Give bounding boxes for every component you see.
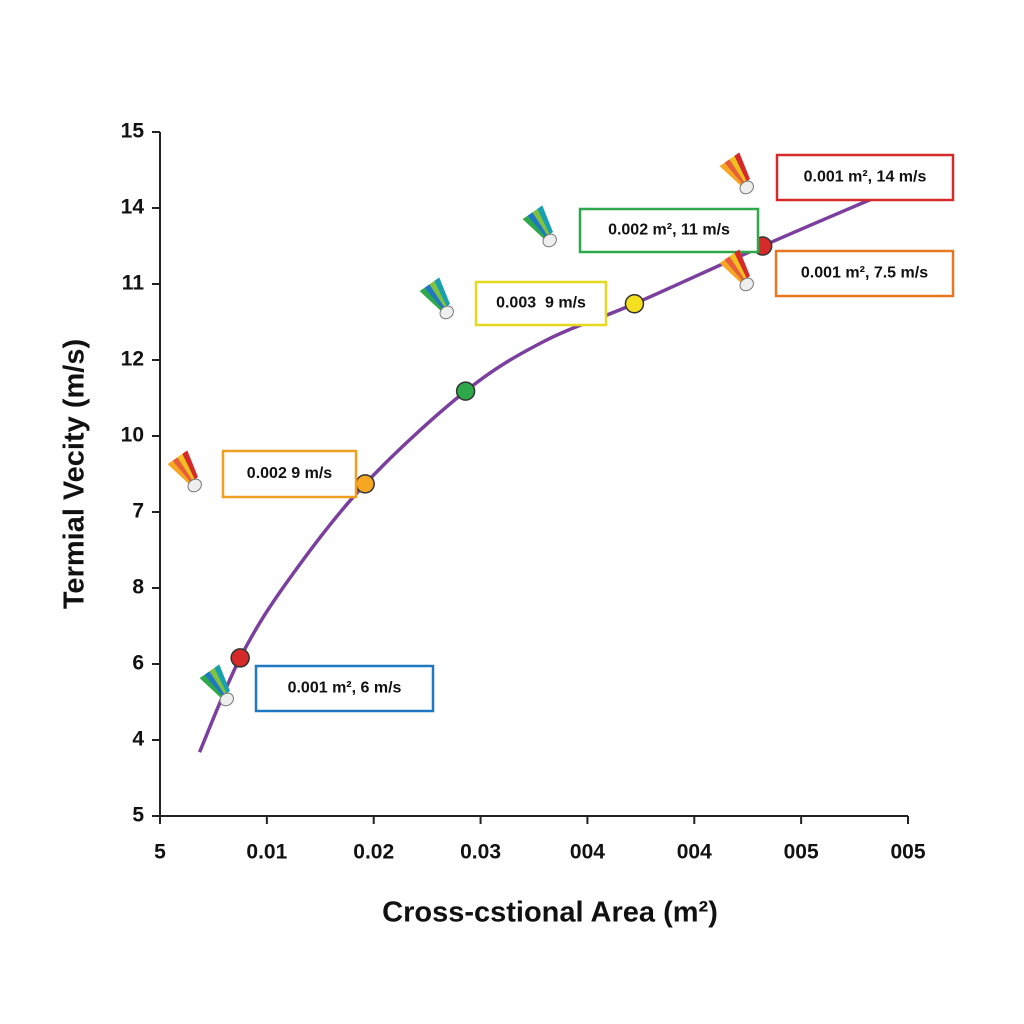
cork — [219, 692, 234, 707]
annotation-box — [578, 207, 760, 254]
shuttlecock-icon — [719, 249, 754, 292]
shuttlecock-icon — [199, 664, 234, 707]
feather — [724, 159, 746, 185]
feather — [719, 259, 744, 283]
annotation-box — [254, 664, 435, 713]
annotation-box — [474, 280, 608, 327]
annotation-text: 0.001 m², 6 m/s — [288, 680, 402, 697]
data-point — [355, 474, 375, 494]
cork — [739, 180, 754, 195]
feather — [522, 215, 547, 239]
feather — [424, 284, 446, 310]
annotation-box — [775, 153, 955, 202]
data-point — [230, 648, 250, 668]
feather — [419, 287, 444, 311]
shuttlecock-icon — [419, 277, 454, 320]
annotation-text: 0.001 m², 14 m/s — [804, 169, 927, 186]
x-tick-label: 005 — [784, 841, 819, 864]
feather — [182, 450, 198, 480]
y-tick-label: 15 — [121, 120, 145, 143]
feather — [734, 249, 750, 279]
feather — [527, 212, 549, 238]
y-tick-label: 7 — [132, 500, 144, 523]
x-tick-label: 0.01 — [246, 841, 287, 864]
cork — [187, 478, 202, 493]
feather — [434, 277, 450, 307]
y-tick-label: 6 — [132, 652, 144, 675]
feather — [204, 671, 226, 697]
shuttlecock-icon — [719, 152, 754, 195]
feather — [172, 457, 194, 483]
y-tick-label: 14 — [121, 196, 145, 219]
y-tick-label: 12 — [121, 348, 144, 371]
y-tick-label: 5 — [132, 804, 144, 827]
annotation-box — [221, 449, 358, 499]
feather — [537, 205, 553, 235]
feather — [734, 152, 750, 182]
x-tick-label: 004 — [677, 841, 712, 864]
feather — [214, 664, 230, 694]
annotation-text: 0.003 9 m/s — [496, 295, 586, 312]
feather — [719, 162, 744, 186]
annotation-box — [774, 249, 955, 298]
feather — [209, 667, 228, 695]
y-tick-label: 10 — [121, 424, 144, 447]
annotation-text: 0.002 9 m/s — [247, 465, 333, 482]
x-tick-label: 5 — [154, 841, 166, 864]
x-tick-label: 005 — [890, 841, 925, 864]
feather — [199, 674, 224, 698]
feather — [177, 453, 196, 481]
x-tick-label: 0.03 — [460, 841, 501, 864]
y-tick-label: 4 — [132, 728, 144, 751]
cork — [739, 277, 754, 292]
shuttlecock-icon — [167, 450, 202, 493]
x-axis-title: Cross-cstional Area (m²) — [382, 897, 718, 929]
feather — [429, 280, 448, 308]
y-axis-title: Termial Vecity (m/s) — [59, 339, 91, 609]
feather — [729, 252, 748, 280]
feather — [532, 208, 551, 236]
y-tick-label: 11 — [122, 272, 145, 295]
annotation-text: 0.002 m², 11 m/s — [608, 222, 730, 239]
feather — [729, 155, 748, 183]
feather — [724, 256, 746, 282]
x-tick-label: 0.02 — [353, 841, 394, 864]
y-tick-label: 8 — [132, 576, 144, 599]
cork — [542, 233, 557, 248]
annotation-text: 0.001 m², 7.5 m/s — [801, 265, 928, 282]
x-tick-label: 004 — [570, 841, 605, 864]
cork — [439, 305, 454, 320]
shuttlecock-icon — [522, 205, 557, 248]
feather — [167, 460, 192, 484]
data-point — [455, 381, 476, 401]
data-point — [624, 294, 645, 314]
